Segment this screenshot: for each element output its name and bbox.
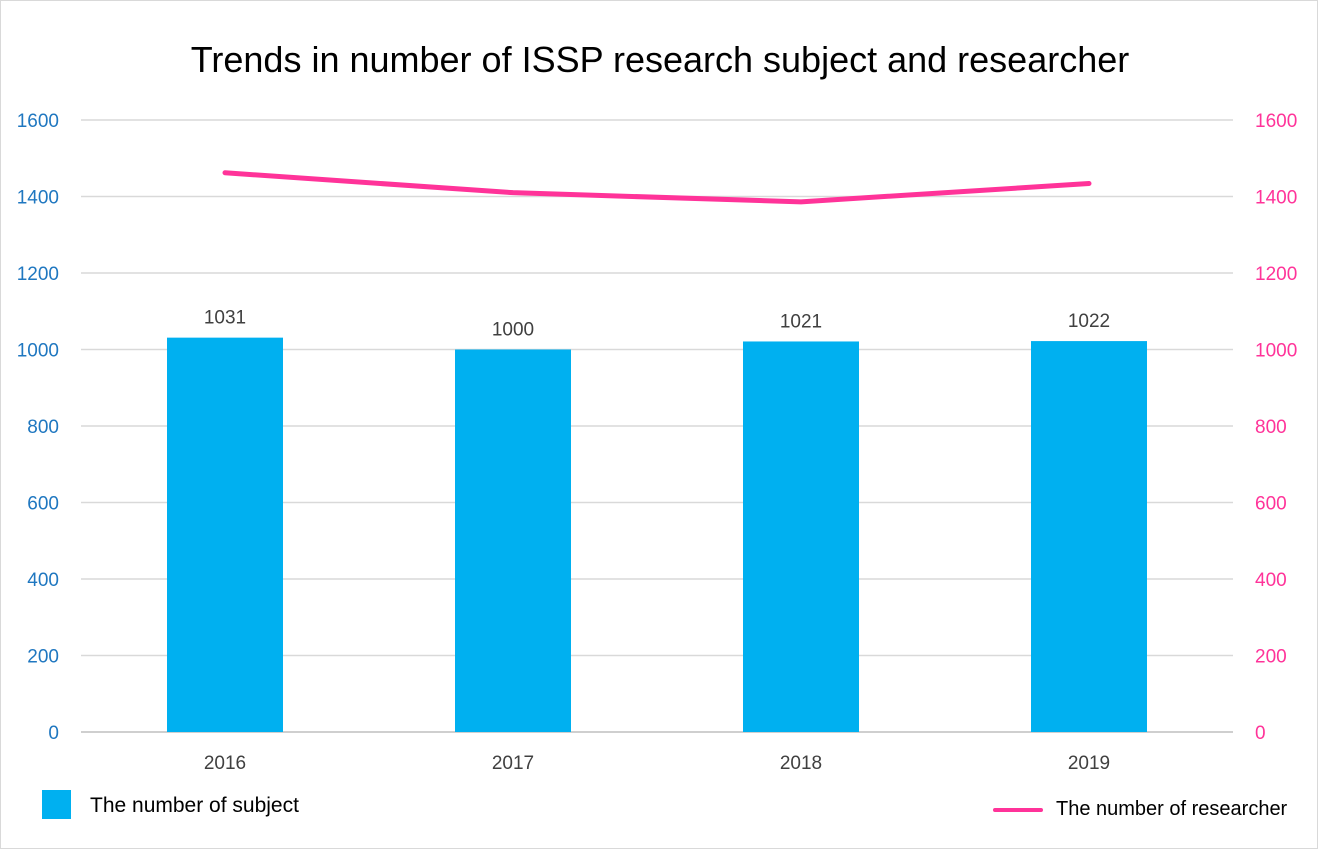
y-tick-right: 800 (1255, 417, 1287, 438)
x-tick-label: 2018 (780, 753, 822, 774)
legend-swatch-subject (42, 790, 71, 819)
legend-swatch-researcher (993, 808, 1043, 812)
y-tick-left: 0 (48, 723, 59, 744)
researcher-line (225, 173, 1089, 202)
y-tick-left: 800 (27, 417, 59, 438)
y-tick-left: 1000 (17, 341, 59, 362)
y-tick-left: 600 (27, 494, 59, 515)
bar-series (167, 338, 1147, 732)
legend-label-subject: The number of subject (90, 794, 299, 818)
y-tick-left: 200 (27, 647, 59, 668)
bar-data-label: 1031 (204, 308, 246, 329)
y-tick-right: 1200 (1255, 264, 1297, 285)
y-tick-right: 600 (1255, 494, 1287, 515)
y-tick-left: 1600 (17, 111, 59, 132)
y-tick-right: 1000 (1255, 341, 1297, 362)
y-tick-right: 1600 (1255, 111, 1297, 132)
x-tick-label: 2019 (1068, 753, 1110, 774)
y-tick-left: 1200 (17, 264, 59, 285)
y-tick-left: 400 (27, 570, 59, 591)
y-tick-right: 200 (1255, 647, 1287, 668)
line-series (225, 173, 1089, 202)
bar-data-label: 1022 (1068, 311, 1110, 332)
y-tick-right: 0 (1255, 723, 1266, 744)
bar-data-label: 1021 (780, 311, 822, 332)
bar (167, 338, 283, 732)
y-tick-right: 1400 (1255, 188, 1297, 209)
x-tick-label: 2016 (204, 753, 246, 774)
y-tick-right: 400 (1255, 570, 1287, 591)
bar (1031, 341, 1147, 732)
x-tick-label: 2017 (492, 753, 534, 774)
bar (455, 350, 571, 733)
legend-label-researcher: The number of researcher (1056, 798, 1287, 821)
bar-data-label: 1000 (492, 320, 534, 341)
bar (743, 341, 859, 732)
y-tick-left: 1400 (17, 188, 59, 209)
